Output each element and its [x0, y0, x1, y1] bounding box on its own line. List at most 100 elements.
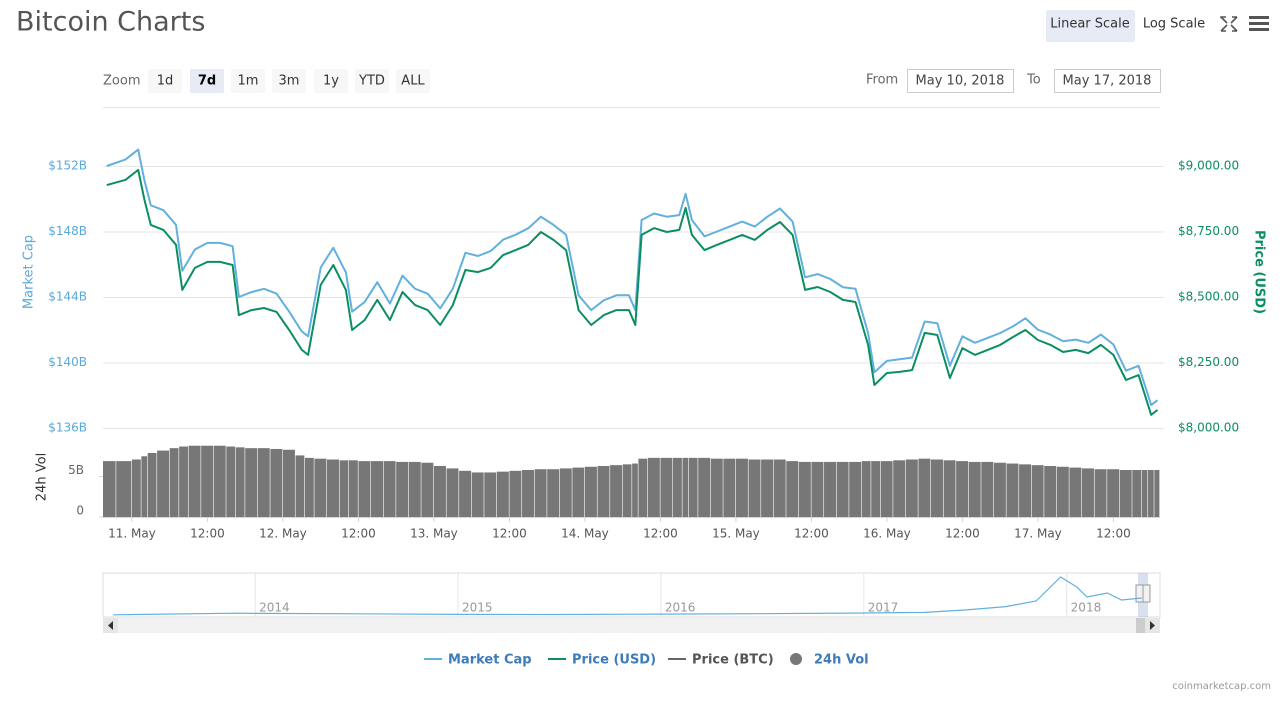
zoom-button-bg[interactable] — [396, 69, 430, 93]
x-tick-label: 12:00 — [1096, 527, 1131, 541]
credit: coinmarketcap.com — [1172, 681, 1271, 692]
zoom-button-bg[interactable] — [148, 69, 182, 93]
x-tick-label: 12:00 — [794, 527, 829, 541]
volume-bar — [169, 448, 179, 517]
zoom-button[interactable]: 1d — [157, 74, 174, 89]
scale-button-active[interactable] — [1046, 10, 1135, 42]
x-tick-label: 12:00 — [492, 527, 527, 541]
x-tick-label: 12:00 — [341, 527, 376, 541]
scrollbar-track[interactable] — [103, 618, 1160, 633]
y-tick-label: $144B — [48, 289, 87, 303]
volume-bar — [871, 461, 881, 517]
menu-icon[interactable] — [1249, 16, 1269, 31]
zoom-button-bg[interactable] — [355, 69, 389, 93]
scrollbar-thumb[interactable] — [1136, 618, 1145, 633]
volume-bar — [698, 457, 711, 517]
volume-bar — [798, 461, 811, 517]
volume-bar — [270, 448, 283, 517]
navigator-tick-label: 2016 — [665, 601, 696, 615]
navigator-handle[interactable] — [1135, 584, 1144, 603]
legend-label[interactable]: Price (USD) — [572, 653, 656, 668]
scale-button[interactable]: Linear Scale — [1050, 17, 1130, 32]
y2-tick-label: $8,750.00 — [1178, 224, 1239, 238]
volume-bar — [103, 461, 116, 517]
legend-label[interactable]: Market Cap — [448, 653, 532, 668]
y2-tick-label: $8,000.00 — [1178, 421, 1239, 435]
volume-bar — [245, 448, 258, 517]
y-axis-title: Market Cap — [22, 235, 37, 309]
x-tick-label: 13. May — [410, 527, 458, 541]
volume-bar — [1132, 470, 1142, 517]
volume-bar — [446, 468, 459, 517]
volume-bar — [1148, 470, 1154, 517]
to-date: May 17, 2018 — [1063, 74, 1152, 89]
series-line — [106, 168, 1159, 416]
from-input[interactable] — [907, 69, 1014, 93]
x-tick-label: 12. May — [259, 527, 307, 541]
volume-bar — [688, 457, 698, 517]
zoom-label: Zoom — [103, 74, 140, 89]
zoom-button-bg[interactable] — [272, 69, 306, 93]
volume-bar — [201, 445, 214, 517]
x-tick-label: 12:00 — [190, 527, 225, 541]
volume-bar — [282, 449, 295, 517]
y2-tick-label: $8,250.00 — [1178, 355, 1239, 369]
y2-tick-label: $9,000.00 — [1178, 158, 1239, 172]
zoom-button-bg[interactable] — [190, 69, 224, 93]
volume-bar — [849, 461, 862, 517]
volume-bar — [314, 458, 327, 517]
volume-bar — [647, 457, 660, 517]
volume-bar — [396, 461, 409, 517]
volume-bar — [572, 467, 585, 517]
volume-bar — [304, 457, 314, 517]
scrollbar-right-arrow — [1150, 621, 1155, 630]
volume-bar — [622, 464, 632, 517]
volume-bar — [131, 459, 141, 517]
navigator-tick-label: 2017 — [868, 601, 899, 615]
zoom-button[interactable]: YTD — [358, 74, 385, 89]
volume-bar — [339, 460, 349, 517]
zoom-button[interactable]: ALL — [401, 74, 425, 89]
volume-bar — [522, 470, 535, 517]
y-tick-label: $152B — [48, 158, 87, 172]
x-tick-label: 17. May — [1014, 527, 1062, 541]
legend-label[interactable]: 24h Vol — [814, 653, 869, 668]
navigator-tick-label: 2015 — [462, 601, 493, 615]
volume-bar — [226, 446, 236, 517]
navigator-line — [113, 576, 1142, 616]
volume-bar — [761, 459, 774, 517]
volume-bar — [257, 448, 270, 517]
x-tick-label: 12:00 — [643, 527, 678, 541]
zoom-button[interactable]: 7d — [198, 74, 216, 89]
volume-bar — [1141, 470, 1148, 517]
to-label: To — [1026, 73, 1041, 88]
volume-bar — [1154, 470, 1160, 517]
volume-bar — [811, 461, 824, 517]
volume-bar — [349, 460, 358, 517]
y3-tick-label: 0 — [76, 504, 84, 518]
fullscreen-icon[interactable] — [1220, 16, 1238, 32]
x-tick-label: 12:00 — [945, 527, 980, 541]
volume-bar — [326, 459, 339, 517]
volume-bar — [235, 447, 245, 517]
volume-bar — [1056, 466, 1069, 517]
volume-bar — [188, 445, 201, 517]
volume-bar — [559, 468, 572, 517]
legend-label[interactable]: Price (BTC) — [692, 653, 774, 668]
volume-bar — [484, 472, 497, 517]
y-tick-label: $148B — [48, 224, 87, 238]
navigator-handle[interactable] — [1142, 584, 1151, 603]
y3-axis-title: 24h Vol — [35, 453, 50, 501]
volume-bar — [1107, 469, 1120, 517]
volume-bar — [748, 459, 761, 517]
to-input[interactable] — [1054, 69, 1161, 93]
volume-bar — [141, 456, 148, 517]
scale-button[interactable]: Log Scale — [1143, 17, 1205, 32]
zoom-button[interactable]: 1m — [238, 74, 259, 89]
zoom-button[interactable]: 3m — [279, 74, 300, 89]
zoom-button-bg[interactable] — [314, 69, 348, 93]
zoom-button-bg[interactable] — [231, 69, 265, 93]
volume-bar — [179, 446, 188, 517]
zoom-button[interactable]: 1y — [323, 74, 339, 89]
volume-bar — [509, 470, 522, 517]
